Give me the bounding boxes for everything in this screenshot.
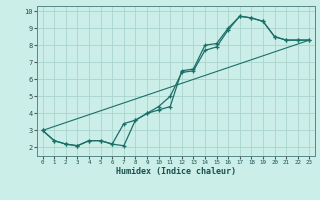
X-axis label: Humidex (Indice chaleur): Humidex (Indice chaleur) <box>116 167 236 176</box>
